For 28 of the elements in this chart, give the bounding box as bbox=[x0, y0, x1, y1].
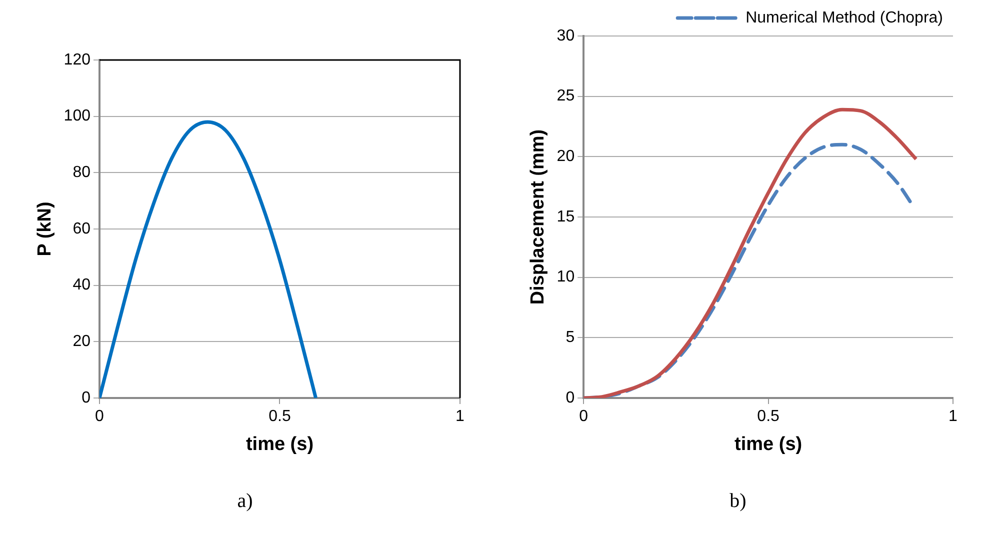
x-tick-label: 0.5 bbox=[268, 408, 291, 426]
y-tick-label: 30 bbox=[556, 27, 575, 44]
y-tick-label: 5 bbox=[566, 329, 575, 346]
y-tick-label: 20 bbox=[72, 333, 91, 350]
y-tick-label: 15 bbox=[556, 208, 575, 226]
x-tick-label: 1 bbox=[456, 408, 465, 426]
y-axis-title: P (kN) bbox=[34, 202, 56, 256]
y-tick-label: 0 bbox=[82, 389, 91, 406]
y-tick-label: 10 bbox=[556, 268, 575, 286]
y-tick-label: 60 bbox=[72, 220, 91, 238]
x-tick-label: 0 bbox=[95, 408, 104, 426]
x-axis-title: time (s) bbox=[734, 434, 802, 455]
y-tick-label: 25 bbox=[556, 88, 575, 105]
y-tick-label: 20 bbox=[556, 148, 575, 166]
text: a) bbox=[236, 490, 254, 513]
y-tick-label: 120 bbox=[64, 51, 91, 68]
line-series bbox=[99, 120, 318, 398]
y-tick-label: 0 bbox=[566, 389, 575, 406]
text: b) bbox=[728, 490, 748, 513]
y-tick-label: 40 bbox=[72, 276, 91, 294]
legend-label: Numerical Method (Chopra) bbox=[746, 9, 943, 26]
y-axis-title: Displacement (mm) bbox=[528, 129, 549, 305]
y-tick-label: 80 bbox=[72, 164, 91, 182]
y-tick-label: 100 bbox=[64, 108, 91, 125]
x-axis-title: time (s) bbox=[246, 434, 314, 455]
x-tick-label: 0 bbox=[579, 408, 588, 426]
x-tick-label: 1 bbox=[948, 408, 958, 426]
x-tick-label: 0.5 bbox=[757, 408, 780, 426]
